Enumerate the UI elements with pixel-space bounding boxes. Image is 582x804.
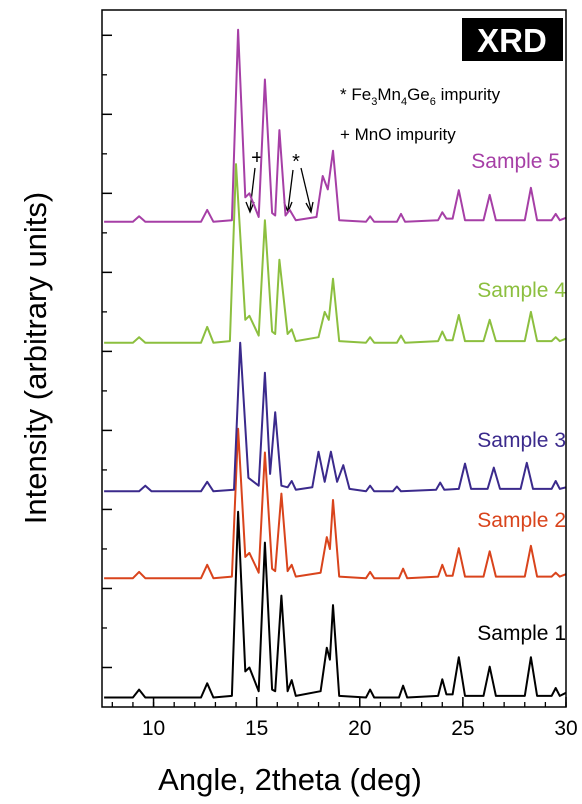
legend-text: impurity (436, 85, 501, 104)
x-tick-label: 15 (245, 717, 268, 740)
series-label: Sample 5 (471, 150, 560, 173)
legend-text: * Fe (340, 85, 371, 104)
x-axis-label: Angle, 2theta (deg) (158, 762, 422, 797)
series-line (104, 341, 567, 493)
x-tick-label: 30 (554, 717, 577, 740)
badge: XRD (477, 22, 547, 59)
x-tick-label: 20 (348, 717, 371, 740)
series-label: Sample 1 (477, 622, 566, 645)
arrows (245, 167, 314, 214)
series-line (104, 510, 567, 699)
impurity-legend: + MnO impurity (340, 125, 456, 144)
series-label: Sample 2 (477, 509, 566, 532)
subscript: 4 (401, 96, 407, 108)
plot-frame (101, 9, 567, 708)
impurity-legend: * Fe3Mn4Ge6 impurity (340, 85, 501, 108)
series-line (104, 163, 567, 344)
x-tick-label: 25 (451, 717, 474, 740)
subscript: 3 (371, 96, 377, 108)
y-axis-label: Intensity (arbitrary units) (18, 192, 53, 525)
legend-text: Mn (377, 85, 401, 104)
badge-box (462, 18, 563, 61)
series-line (104, 28, 567, 223)
series-line (104, 427, 567, 580)
impurity-marker: * (292, 151, 300, 173)
series-label: Sample 4 (477, 279, 566, 302)
x-tick-label: 10 (142, 717, 165, 740)
impurity-marker: + (251, 147, 263, 169)
legend-text: Ge (407, 85, 430, 104)
legend-text: + MnO impurity (340, 125, 456, 144)
series-label: Sample 3 (477, 429, 566, 452)
subscript: 6 (430, 96, 436, 108)
